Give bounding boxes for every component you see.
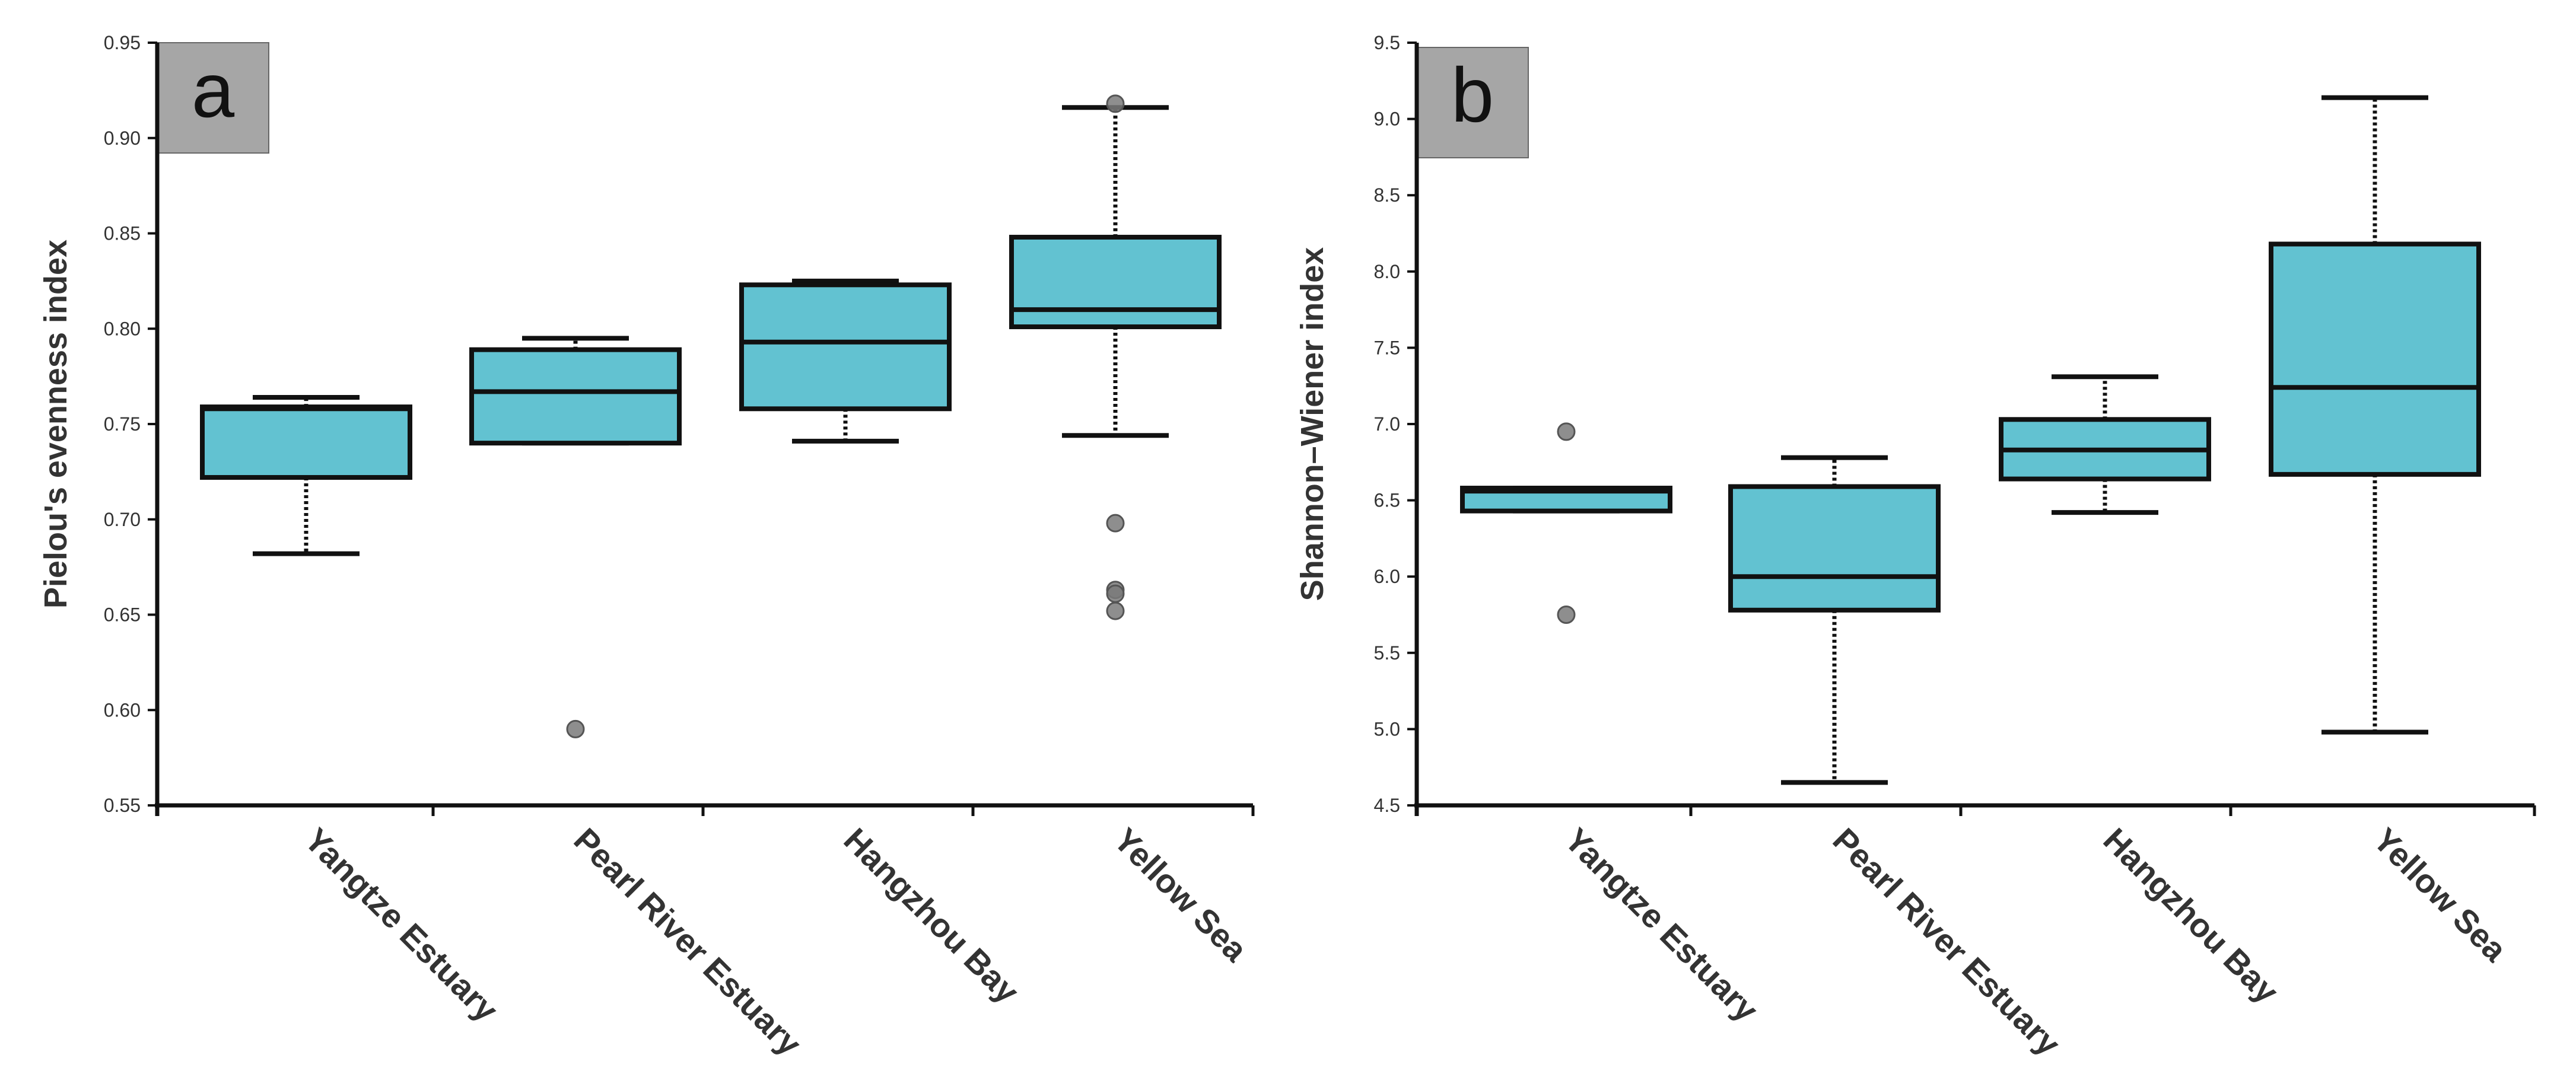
x-category-label: Hangzhou Bay [2097, 821, 2286, 1011]
y-tick-label: 0.70 [104, 509, 141, 530]
outlier-point [1106, 94, 1125, 113]
y-tick-label: 0.90 [104, 128, 141, 149]
y-tick-label: 0.85 [104, 223, 141, 244]
y-tick-label: 9.5 [1374, 32, 1400, 53]
iqr-box [469, 347, 682, 446]
outlier-point [1106, 514, 1125, 533]
panel-a: a 0.55 0.60 0.65 0.70 0.75 0.80 0.85 0.90 0.95 Pie… [38, 32, 1255, 1063]
iqr-box [739, 282, 952, 412]
outlier-point [1557, 606, 1576, 624]
y-tick-label: 4.5 [1374, 795, 1400, 816]
panel-label-box [1416, 47, 1529, 158]
box-yellow-sea [1009, 94, 1222, 620]
outlier-point [566, 719, 585, 738]
iqr-box [2269, 241, 2481, 477]
panel-b: b 4.5 5.0 5.5 6.0 6.5 7.0 7.5 8.0 8.5 9.0 9.5 Shanno… [1295, 32, 2536, 1063]
y-tick-label: 0.65 [104, 604, 141, 626]
outlier-point [1106, 584, 1125, 603]
box-hangzhou-bay [1999, 374, 2211, 515]
box-yellow-sea [2269, 95, 2481, 735]
y-tick-label: 6.0 [1374, 566, 1400, 587]
x-category-label: Hangzhou Bay [837, 821, 1027, 1011]
panel-label: a [192, 47, 235, 133]
x-category-label: Pearl River Estuary [1826, 821, 2068, 1063]
y-tick-label: 0.55 [104, 795, 141, 816]
x-category-label: Yangtze Estuary [1558, 821, 1766, 1028]
y-tick-label: 0.80 [104, 318, 141, 339]
panel-label: b [1451, 52, 1494, 138]
iqr-box [1728, 484, 1941, 613]
box-yangtze-estuary [200, 394, 412, 556]
x-category-label: Yellow Sea [2367, 821, 2515, 969]
y-axis-title: Shannon–Wiener index [1295, 247, 1330, 601]
outlier-point [1557, 422, 1576, 441]
y-tick-label: 6.5 [1374, 490, 1400, 511]
panel-label-box [157, 42, 269, 154]
y-tick-label: 8.0 [1374, 261, 1400, 282]
box-pearl-river-estuary [1728, 455, 1941, 785]
y-tick-label: 0.75 [104, 413, 141, 435]
iqr-box [1009, 234, 1222, 330]
box-hangzhou-bay [739, 278, 952, 444]
x-category-label: Yangtze Estuary [298, 821, 505, 1028]
y-tick-label: 5.5 [1374, 642, 1400, 664]
x-category-label: Pearl River Estuary [567, 821, 809, 1063]
box-yangtze-estuary [1460, 422, 1672, 624]
y-axis-title: Pielou's evenness index [38, 240, 74, 608]
x-category-label: Yellow Sea [1107, 821, 1255, 969]
outlier-point [1106, 601, 1125, 620]
iqr-box [200, 404, 412, 480]
y-tick-label: 7.0 [1374, 413, 1400, 435]
box-pearl-river-estuary [469, 336, 682, 738]
y-tick-label: 7.5 [1374, 337, 1400, 358]
y-tick-label: 0.95 [104, 32, 141, 53]
y-tick-label: 5.0 [1374, 718, 1400, 740]
y-tick-label: 0.60 [104, 699, 141, 721]
y-tick-label: 9.0 [1374, 109, 1400, 130]
y-tick-label: 8.5 [1374, 184, 1400, 206]
